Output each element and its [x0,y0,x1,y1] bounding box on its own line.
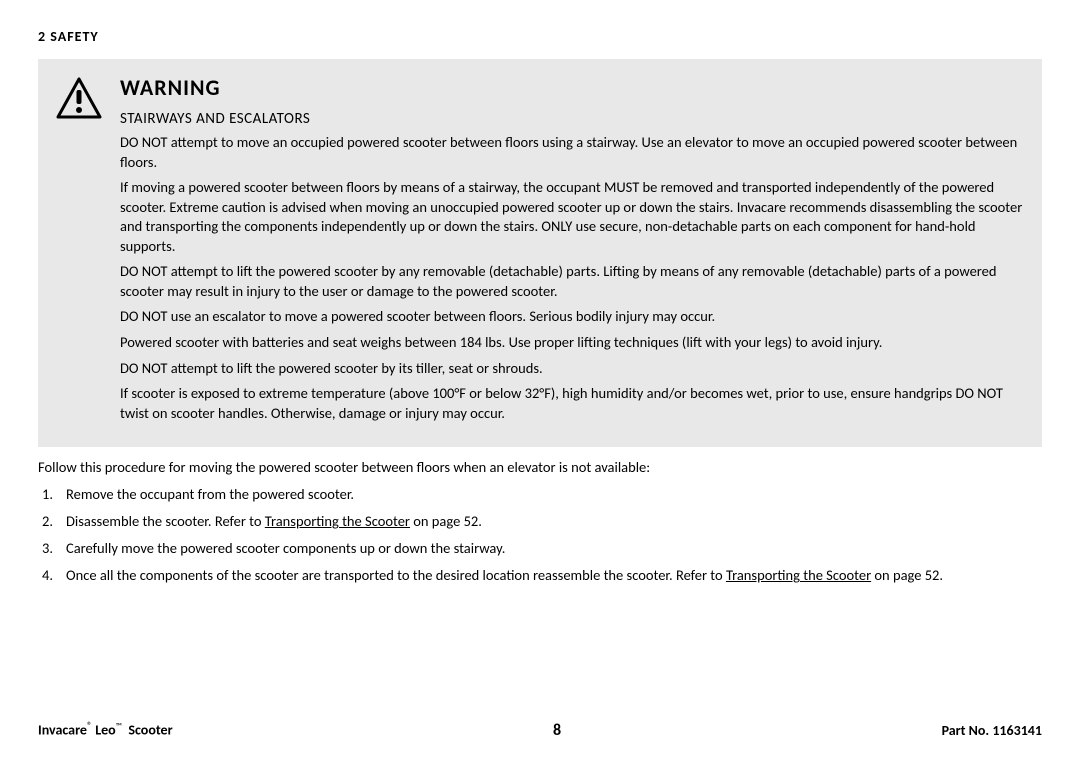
list-item: Remove the occupant from the powered sco… [38,484,1042,505]
step-text: Remove the occupant from the powered sco… [66,485,354,503]
instructions: Follow this procedure for moving the pow… [38,457,1042,586]
step-text: Once all the components of the scooter a… [66,566,726,584]
instructions-list: Remove the occupant from the powered sco… [38,484,1042,586]
step-text: Carefully move the powered scooter compo… [66,539,505,557]
footer-product: Invacare® Leo™ Scooter [38,719,173,739]
footer-part: Part No. 1163141 [942,722,1042,739]
instructions-intro: Follow this procedure for moving the pow… [38,457,1042,478]
warning-subtitle: STAIRWAYS AND ESCALATORS [120,109,1024,129]
step-text: Disassemble the scooter. Refer to [66,512,265,530]
cross-reference-link[interactable]: Transporting the Scooter [726,566,871,584]
section-header: 2 SAFETY [38,28,1042,45]
registered-symbol: ® [87,719,92,732]
page-footer: Invacare® Leo™ Scooter 8 Part No. 116314… [38,719,1042,740]
warning-paragraph: If scooter is exposed to extreme tempera… [120,384,1024,423]
section-title: SAFETY [50,28,98,45]
list-item: Once all the components of the scooter a… [38,565,1042,586]
warning-icon [56,77,102,124]
part-number: 1163141 [992,722,1042,739]
warning-box: WARNING STAIRWAYS AND ESCALATORS DO NOT … [38,59,1042,447]
warning-paragraph: DO NOT use an escalator to move a powere… [120,307,1024,327]
step-text: on page 52. [410,512,482,530]
footer-product-type: Scooter [128,722,172,739]
warning-paragraph: DO NOT attempt to move an occupied power… [120,133,1024,172]
trademark-symbol: ™ [116,721,122,732]
warning-title: WARNING [120,73,1024,103]
section-number: 2 [38,28,46,45]
warning-paragraph: DO NOT attempt to lift the powered scoot… [120,359,1024,379]
footer-model: Leo [95,722,116,739]
warning-content: WARNING STAIRWAYS AND ESCALATORS DO NOT … [120,73,1024,429]
warning-paragraph: DO NOT attempt to lift the powered scoot… [120,262,1024,301]
footer-brand: Invacare [38,722,87,739]
list-item: Disassemble the scooter. Refer to Transp… [38,511,1042,532]
cross-reference-link[interactable]: Transporting the Scooter [265,512,410,530]
warning-paragraph: If moving a powered scooter between floo… [120,178,1024,256]
warning-paragraph: Powered scooter with batteries and seat … [120,333,1024,353]
page-number: 8 [553,721,561,740]
list-item: Carefully move the powered scooter compo… [38,538,1042,559]
part-label: Part No. [942,722,990,739]
step-text: on page 52. [871,566,943,584]
